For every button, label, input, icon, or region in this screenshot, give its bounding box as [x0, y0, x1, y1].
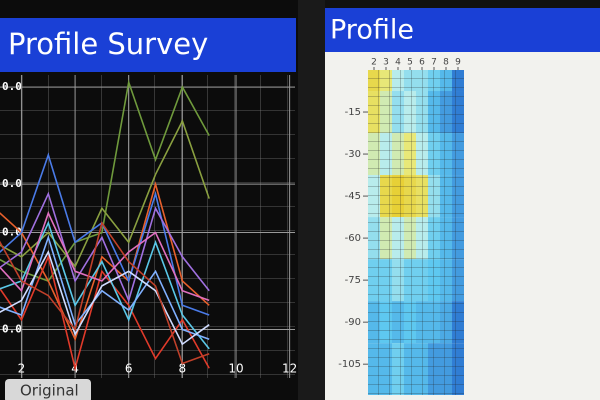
title: Profile	[330, 15, 414, 46]
x-tick-label: 7	[431, 58, 437, 68]
x-tick-label: 6	[125, 362, 133, 376]
y-tick-label: -75	[345, 275, 361, 286]
cell-grid	[368, 70, 464, 395]
tab[interactable]	[5, 379, 91, 400]
x-tick-label: 9	[455, 58, 461, 68]
x-tick-label: 8	[443, 58, 449, 68]
y-tick-label: -15	[345, 107, 361, 118]
x-tick-label: 8	[179, 362, 187, 376]
x-tick-label: 5	[407, 58, 413, 68]
header-bar	[0, 18, 296, 72]
y-tick-label: -45	[345, 191, 361, 202]
x-tick-label: 6	[419, 58, 425, 68]
tab-label[interactable]: Original	[20, 382, 79, 400]
y-tick-label: 0.0	[2, 177, 22, 190]
x-tick-label: 4	[395, 58, 401, 68]
y-tick-label: -60	[345, 233, 361, 244]
x-tick-label: 10	[228, 362, 243, 376]
bezel	[298, 0, 325, 400]
series-line	[0, 181, 210, 342]
series-line	[0, 234, 210, 340]
y-tick-label: 0.0	[2, 226, 22, 239]
series-line	[0, 254, 210, 372]
header-bar	[325, 8, 600, 52]
x-tick-label: 12	[282, 362, 297, 376]
title: Profile Survey	[8, 27, 208, 61]
left-plot: 0.00.00.00.02 4 6 8 10 12	[0, 75, 297, 378]
x-tick-label: 3	[383, 58, 389, 68]
y-tick-label: -90	[345, 317, 361, 328]
series-group	[0, 79, 210, 372]
x-tick-label: 2	[371, 58, 377, 68]
y-tick-label: 0.0	[2, 323, 22, 336]
right-plot: -15 -30 -45 -60 -75 -90 -105 2 3 4 5 6 7 8 9	[338, 58, 464, 395]
series-line	[0, 211, 210, 302]
y-tick-label: 0.0	[2, 80, 22, 93]
series-line	[0, 250, 210, 346]
series-line	[0, 191, 210, 303]
series-line	[0, 220, 210, 350]
y-tick-label: -30	[345, 149, 361, 160]
series-line	[0, 220, 210, 365]
x-tick-label: 2	[18, 362, 26, 376]
series-line	[0, 79, 210, 282]
y-tick-label: -105	[338, 359, 361, 370]
